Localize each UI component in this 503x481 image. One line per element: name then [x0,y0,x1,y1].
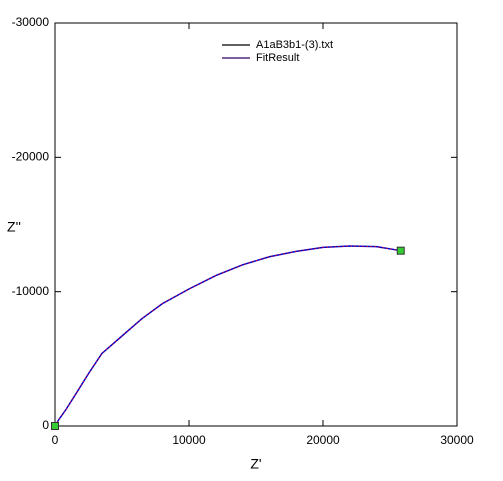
end-marker [396,246,405,255]
y-tick-label: -30000 [12,15,50,29]
end-marker [51,422,59,430]
x-tick-label: 0 [52,433,59,447]
x-axis-title: Z' [250,456,261,472]
data-line [54,245,401,427]
x-tick-label: 10000 [172,433,206,447]
y-tick-label: 0 [42,418,49,432]
y-axis-title: Z'' [7,219,21,235]
plot-frame [54,22,458,427]
y-tick-label: -20000 [12,150,50,164]
x-tick-label: 30000 [440,433,474,447]
y-tick-label: -10000 [12,284,50,298]
x-tick-label: 20000 [306,433,340,447]
data-line [54,245,401,427]
legend-label: FitResult [256,52,299,64]
legend-label: A1aB3b1-(3).txt [256,39,333,51]
